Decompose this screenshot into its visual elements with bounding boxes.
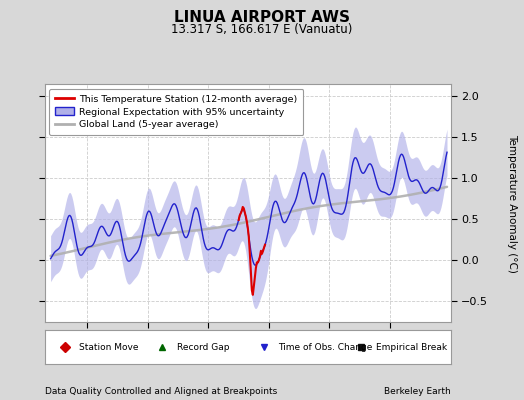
Text: Station Move: Station Move	[79, 342, 138, 352]
Text: Berkeley Earth: Berkeley Earth	[384, 387, 451, 396]
Text: Record Gap: Record Gap	[177, 342, 229, 352]
Y-axis label: Temperature Anomaly (°C): Temperature Anomaly (°C)	[508, 134, 518, 272]
Legend: This Temperature Station (12-month average), Regional Expectation with 95% uncer: This Temperature Station (12-month avera…	[49, 89, 303, 135]
Text: 13.317 S, 166.617 E (Vanuatu): 13.317 S, 166.617 E (Vanuatu)	[171, 23, 353, 36]
Text: Data Quality Controlled and Aligned at Breakpoints: Data Quality Controlled and Aligned at B…	[45, 387, 277, 396]
Text: Empirical Break: Empirical Break	[376, 342, 446, 352]
Text: LINUA AIRPORT AWS: LINUA AIRPORT AWS	[174, 10, 350, 25]
Text: Time of Obs. Change: Time of Obs. Change	[278, 342, 373, 352]
